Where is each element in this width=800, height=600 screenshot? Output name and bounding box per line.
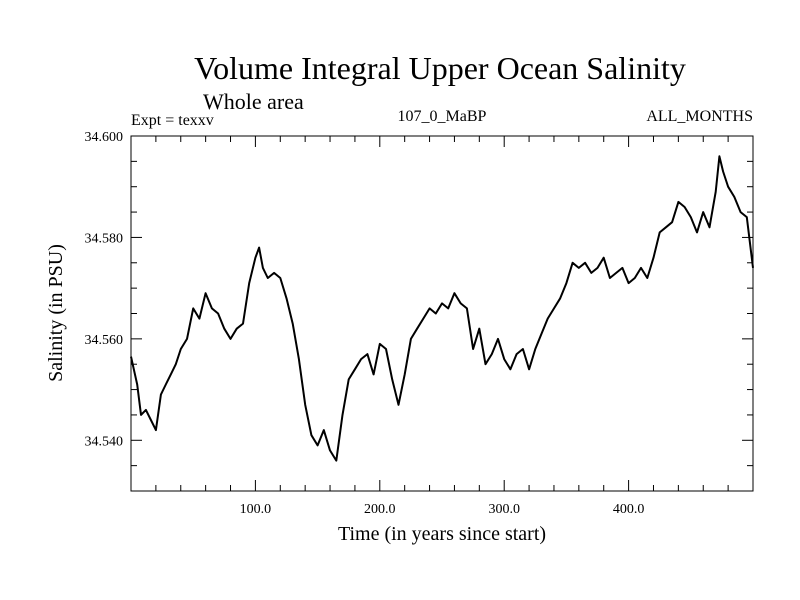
plot-frame (130, 135, 754, 492)
chart-title: Volume Integral Upper Ocean Salinity (194, 50, 686, 86)
y-axis-label: Salinity (in PSU) (45, 244, 67, 382)
x-tick-label: 100.0 (240, 502, 272, 517)
y-axis: 34.540 34.560 34.580 34.600 (85, 130, 753, 467)
chart-subtitle: Whole area (203, 89, 304, 114)
salinity-line (130, 155, 754, 462)
x-axis: 100.0 200.0 300.0 400.0 (155, 136, 729, 517)
x-tick-label: 300.0 (488, 502, 520, 517)
y-tick-label: 34.580 (85, 231, 124, 246)
x-tick-label: 200.0 (364, 502, 396, 517)
x-tick-label: 400.0 (613, 502, 645, 517)
y-tick-label: 34.560 (85, 333, 124, 348)
header-left: Expt = texxv (131, 112, 214, 129)
y-tick-label: 34.600 (85, 130, 124, 145)
header-center: 107_0_MaBP (398, 108, 487, 125)
x-axis-label: Time (in years since start) (338, 523, 546, 545)
header-right: ALL_MONTHS (646, 108, 753, 125)
y-tick-label: 34.540 (85, 434, 124, 449)
